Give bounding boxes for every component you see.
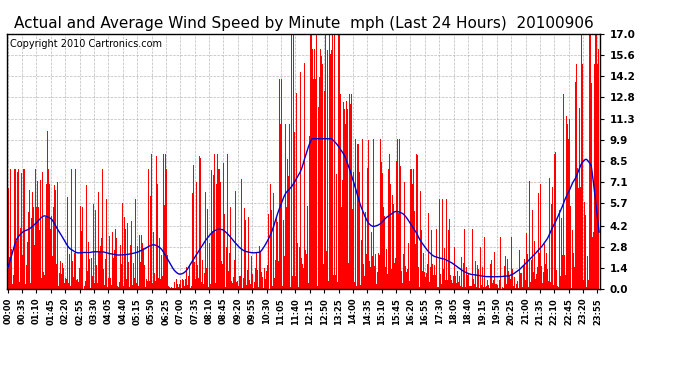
Title: Actual and Average Wind Speed by Minute  mph (Last 24 Hours)  20100906: Actual and Average Wind Speed by Minute … — [14, 16, 593, 31]
Text: Copyright 2010 Cartronics.com: Copyright 2010 Cartronics.com — [10, 39, 162, 49]
